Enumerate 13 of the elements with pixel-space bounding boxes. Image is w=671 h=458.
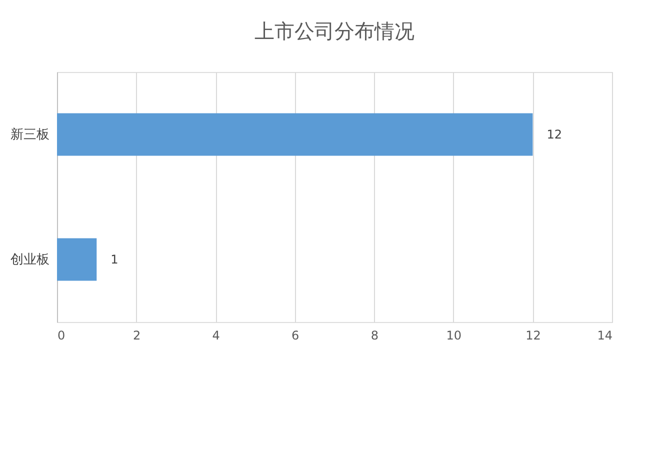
chart-title: 上市公司分布情况 (254, 19, 414, 43)
y-tick-label: 创业板 (10, 252, 50, 268)
x-tick-label: 6 (292, 328, 300, 342)
y-tick-label: 新三板 (10, 128, 50, 142)
x-tick-label: 4 (212, 328, 220, 342)
x-tick-label: 2 (132, 328, 141, 342)
x-tick-label: 8 (370, 328, 378, 342)
x-tick-label: 12 (526, 328, 541, 342)
x-tick-label: 0 (58, 328, 66, 342)
data-label: 12 (546, 128, 562, 142)
x-tick-label: 14 (597, 328, 612, 342)
data-label: 1 (110, 252, 118, 266)
x-tick-label: 10 (446, 328, 462, 342)
